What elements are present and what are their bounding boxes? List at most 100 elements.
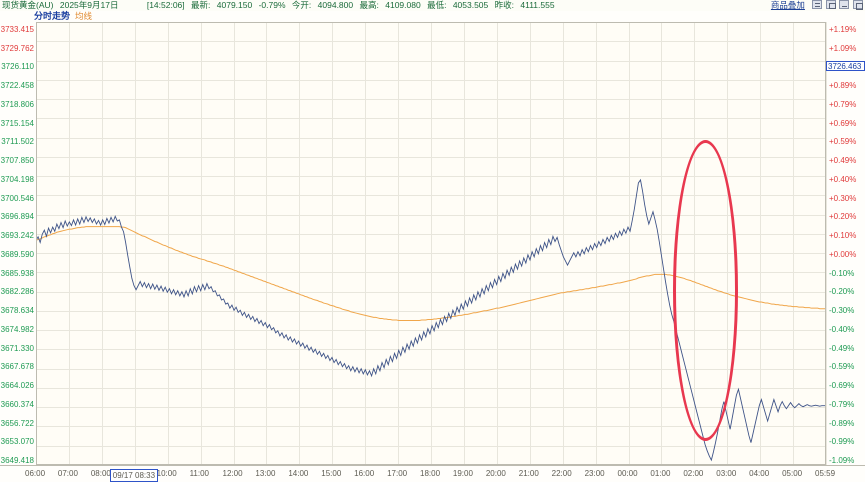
time-tick-label: 22:00 <box>551 469 572 478</box>
time-tick-label: 13:00 <box>255 469 276 478</box>
overlay-link[interactable]: 商品叠加 <box>770 0 805 10</box>
time-axis: 09/17 08:33 06:0007:0008:0009:0010:0011:… <box>0 465 865 482</box>
price-tick-label: 3685.938 <box>0 268 34 278</box>
gridline-vertical <box>826 22 827 465</box>
time-tick-label: 16:00 <box>354 469 375 478</box>
percent-tick-label: +0.40% <box>829 174 857 184</box>
price-tick-label: 3660.374 <box>0 399 34 409</box>
percent-tick-label: -0.49% <box>829 343 855 353</box>
percent-tick-label: +1.09% <box>829 43 857 53</box>
change-percent: -0.79% <box>258 0 286 10</box>
gridline-vertical <box>694 22 696 465</box>
price-line <box>36 178 826 462</box>
price-tick-label: 3729.762 <box>0 43 34 53</box>
price-tick-label: 3733.415 <box>0 25 34 34</box>
price-tick-label: 3693.242 <box>0 231 34 241</box>
ma-legend-label: 均线 <box>75 11 93 21</box>
percent-tick-label: +0.10% <box>829 231 857 241</box>
price-tick-label: 3653.070 <box>0 437 34 447</box>
price-tick-label: 3671.330 <box>0 343 34 353</box>
high-value: 4109.080 <box>385 0 421 10</box>
price-tick-label: 3700.546 <box>0 193 34 203</box>
price-tick-label: 3678.634 <box>0 306 34 316</box>
percent-tick-label: +0.00% <box>829 249 857 259</box>
percent-tick-label: -0.59% <box>829 362 855 372</box>
time-tick-label: 12:00 <box>222 469 243 478</box>
gridline-vertical <box>793 22 795 465</box>
time-tick-label: 08:00 <box>90 469 111 478</box>
gridline-vertical <box>68 22 70 465</box>
time-tick-label: 14:00 <box>288 469 309 478</box>
header-controls: 商品叠加 <box>771 0 863 11</box>
price-tick-label: 3704.198 <box>0 174 34 184</box>
time-tick-label: 10:00 <box>156 469 177 478</box>
percent-tick-label: -0.89% <box>829 418 855 428</box>
quote-header: 现货黄金(AU) 2025年9月17日 [14:52:06] 最新: 4079.… <box>0 0 865 12</box>
price-tick-label: 3682.286 <box>0 287 34 297</box>
time-tick-label: 03:00 <box>716 469 737 478</box>
gridline-vertical <box>332 22 334 465</box>
time-tick-label: 17:00 <box>387 469 408 478</box>
gridline-vertical <box>496 22 498 465</box>
percent-tick-label: +1.19% <box>829 25 857 34</box>
low-value: 4053.505 <box>452 0 489 10</box>
time-tick-label: 21:00 <box>518 469 539 478</box>
chart-gridlines <box>36 22 827 466</box>
chart-subheader: 分时走势 均线 <box>0 11 865 22</box>
percent-tick-label: +0.20% <box>829 212 857 222</box>
restore-icon[interactable] <box>812 0 823 9</box>
price-tick-label: 3674.982 <box>0 324 34 334</box>
time-tick-label: 11:00 <box>189 469 210 478</box>
price-tick-label: 3649.418 <box>0 456 34 465</box>
cursor-time-tag: 09/17 08:33 <box>109 469 159 482</box>
time-tick-label: 07:00 <box>57 469 78 478</box>
chart-plot-area[interactable] <box>36 22 827 466</box>
time-tick-label: 19:00 <box>452 469 473 478</box>
price-tick-label: 3656.722 <box>0 418 34 428</box>
time-tick-label: 05:59 <box>815 469 836 478</box>
ma-line <box>36 226 826 321</box>
time-tick-label: 04:00 <box>749 469 770 478</box>
price-tick-label: 3718.806 <box>0 99 34 109</box>
gridline-vertical <box>628 22 630 465</box>
high-label: 最高: <box>359 0 379 10</box>
percent-tick-label: -0.20% <box>829 287 855 297</box>
price-series-svg <box>36 178 826 462</box>
price-axis: 3733.415 3729.762 3726.110 3722.458 3718.806… <box>0 22 36 465</box>
time-tick-label: 18:00 <box>420 469 441 478</box>
percent-tick-label: +0.79% <box>829 99 857 109</box>
prev-close-label: 昨收: <box>494 0 515 10</box>
price-tick-label: 3696.894 <box>0 212 34 222</box>
time-tick-label: 15:00 <box>321 469 342 478</box>
percent-tick-label: -0.30% <box>829 306 855 316</box>
percent-tick-label: -0.79% <box>829 399 855 409</box>
chart-type-label: 分时走势 <box>34 11 71 21</box>
percent-tick-label: -0.99% <box>829 437 855 447</box>
gridline-vertical <box>134 22 136 465</box>
price-tick-label: 3722.458 <box>0 81 34 91</box>
percent-tick-label: +0.59% <box>829 137 857 147</box>
gridline-vertical <box>595 22 597 465</box>
gridline-vertical <box>431 22 432 465</box>
gridline-vertical <box>365 22 367 465</box>
gridline-vertical <box>529 22 531 465</box>
price-tick-label: 3689.590 <box>0 249 34 259</box>
maximize-icon[interactable] <box>839 0 850 9</box>
percent-tick-label: +0.49% <box>829 156 857 166</box>
open-value: 4094.800 <box>317 0 354 10</box>
close-icon[interactable] <box>853 0 863 10</box>
percent-tick-label: -0.69% <box>829 381 855 391</box>
gridline-vertical <box>200 22 202 465</box>
gridline-vertical <box>101 22 103 465</box>
percent-tick-label: -0.10% <box>829 268 855 278</box>
price-tick-label: 3664.026 <box>0 381 34 391</box>
minimize-icon[interactable] <box>825 0 836 9</box>
time-tick-label: 02:00 <box>683 469 704 478</box>
prev-close-value: 4111.555 <box>520 0 555 10</box>
percent-tick-label: +0.69% <box>829 118 857 128</box>
percent-tick-label: +0.30% <box>829 193 857 203</box>
gridline-vertical <box>727 22 729 465</box>
price-tick-label: 3715.154 <box>0 118 34 128</box>
time-tick-label: 20:00 <box>485 469 506 478</box>
